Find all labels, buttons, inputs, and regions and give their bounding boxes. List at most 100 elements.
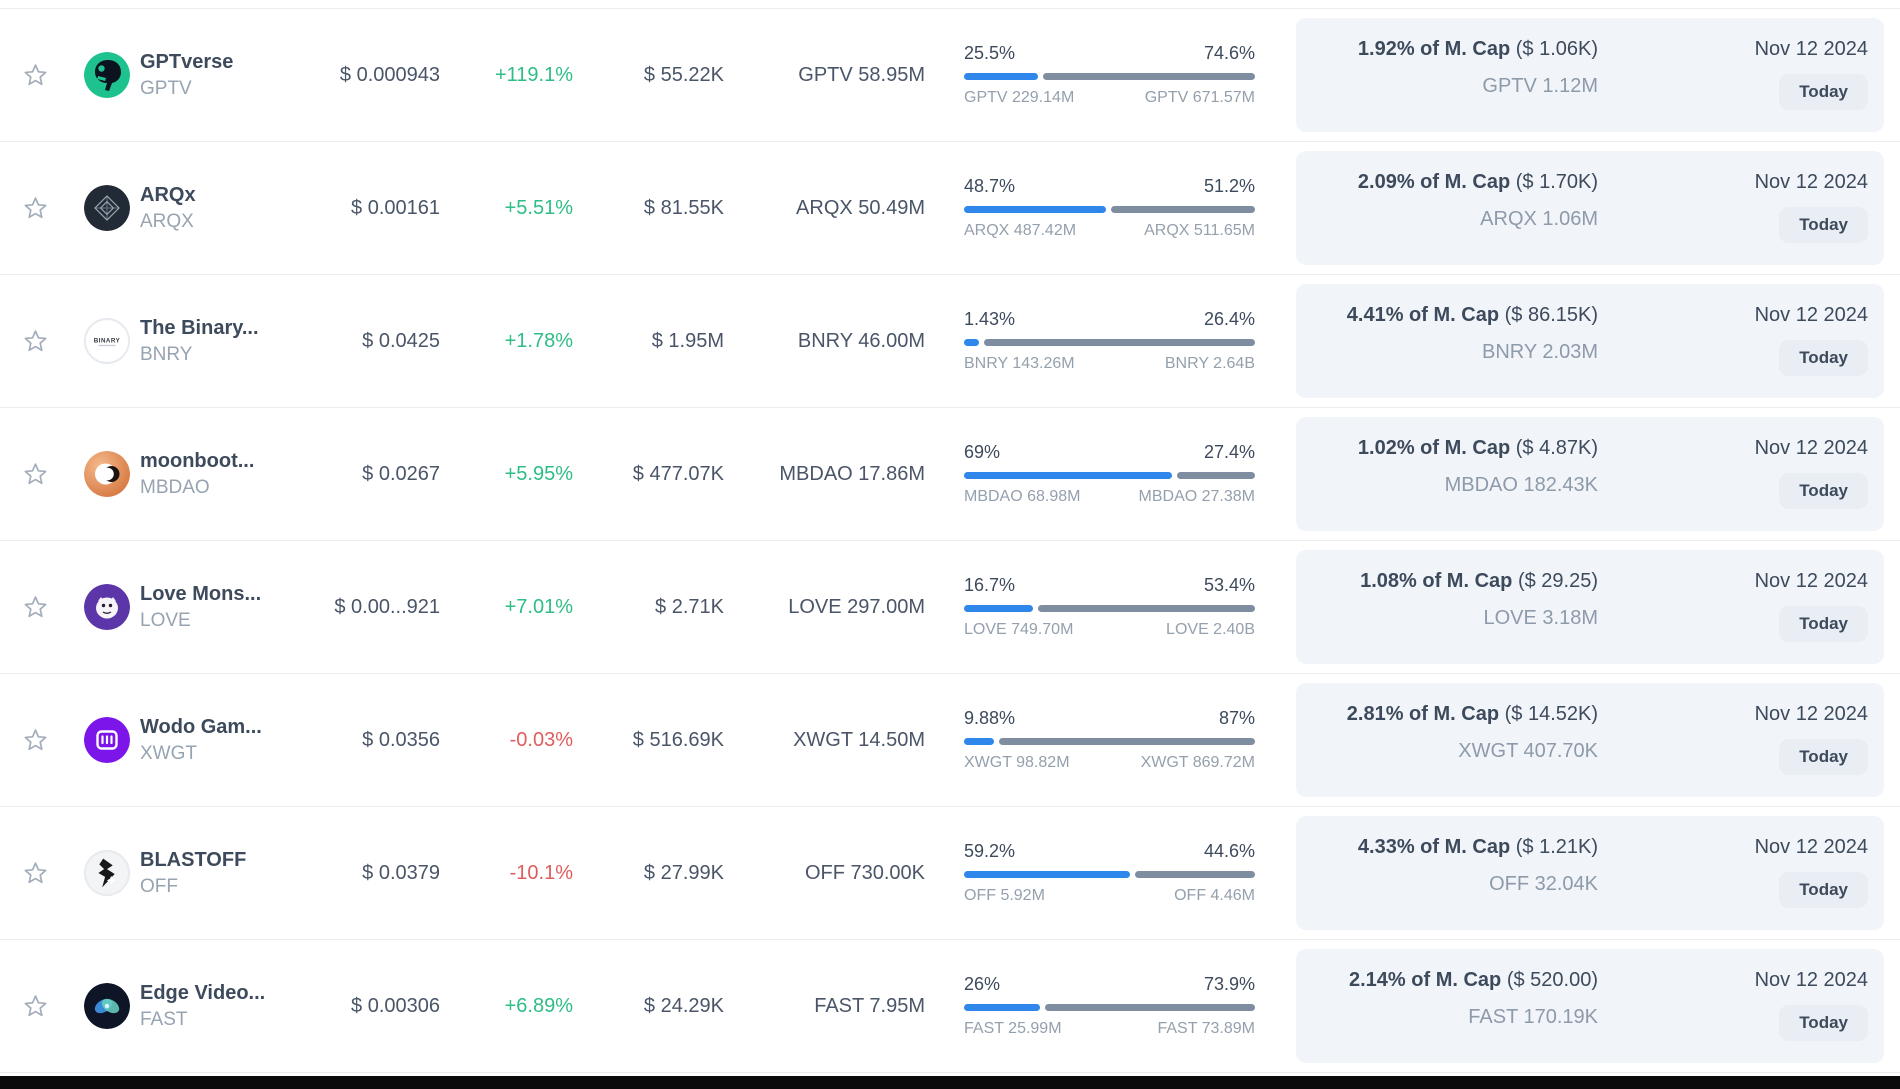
bar-left-segment xyxy=(964,472,1173,479)
table-row[interactable]: Edge Video... FAST $ 0.00306 +6.89% $ 24… xyxy=(0,940,1900,1073)
mcap-token-amount: FAST 170.19K xyxy=(1468,1006,1598,1028)
supply-progress-bar xyxy=(964,73,1255,80)
token-price: $ 0.0267 xyxy=(362,462,440,485)
table-row[interactable]: moonboot... MBDAO $ 0.0267 +5.95% $ 477.… xyxy=(0,408,1900,541)
token-logo-mbdao xyxy=(84,451,130,497)
bar-left-label: BNRY 143.26M xyxy=(964,355,1075,372)
mcap-token-amount: XWGT 407.70K xyxy=(1458,740,1598,762)
supply-bar-block: 16.7% 53.4% LOVE 749.70M LOVE 2.40B xyxy=(964,575,1255,639)
table-row[interactable]: ARQx ARQX $ 0.00161 +5.51% $ 81.55K ARQX… xyxy=(0,142,1900,275)
mcap-panel: 2.09% of M. Cap ($ 1.70K) ARQX 1.06M Nov… xyxy=(1296,151,1884,265)
bar-right-label: MBDAO 27.38M xyxy=(1138,488,1255,505)
token-volume: $ 477.07K xyxy=(632,462,724,485)
bar-right-label: LOVE 2.40B xyxy=(1166,621,1255,638)
token-cell: moonboot... MBDAO xyxy=(70,450,290,499)
bar-left-segment xyxy=(964,73,1039,80)
bar-right-percent: 53.4% xyxy=(1203,575,1255,595)
supply-progress-bar xyxy=(964,339,1255,346)
mcap-usd-value: ($ 29.25) xyxy=(1517,570,1598,592)
token-cell: Love Mons... LOVE xyxy=(70,583,290,632)
supply-bar-block: 59.2% 44.6% OFF 5.92M OFF 4.46M xyxy=(964,841,1255,905)
mcap-usd-value: ($ 86.15K) xyxy=(1504,304,1598,326)
supply-bar-block: 48.7% 51.2% ARQX 487.42M ARQX 511.65M xyxy=(964,176,1255,240)
mcap-line: 4.41% of M. Cap ($ 86.15K) xyxy=(1336,304,1598,327)
token-change-percent: +7.01% xyxy=(504,595,573,618)
mcap-usd-value: ($ 14.52K) xyxy=(1504,703,1598,725)
today-badge: Today xyxy=(1779,74,1868,110)
favorite-star-button[interactable] xyxy=(0,993,70,1020)
table-row[interactable]: GPTverse GPTV $ 0.000943 +119.1% $ 55.22… xyxy=(0,9,1900,142)
svg-text:BINARY: BINARY xyxy=(94,337,121,344)
favorite-star-button[interactable] xyxy=(0,195,70,222)
mcap-panel: 1.08% of M. Cap ($ 29.25) LOVE 3.18M Nov… xyxy=(1296,550,1884,664)
bar-left-segment xyxy=(964,738,994,745)
mcap-token-amount: LOVE 3.18M xyxy=(1483,607,1598,629)
token-cell: ARQx ARQX xyxy=(70,184,290,233)
favorite-star-button[interactable] xyxy=(0,461,70,488)
table-row[interactable]: Love Mons... LOVE $ 0.00...921 +7.01% $ … xyxy=(0,541,1900,674)
table-row[interactable]: BINARY The Binary... BNRY $ 0.0425 +1.78… xyxy=(0,275,1900,408)
token-price: $ 0.00161 xyxy=(351,196,440,219)
star-icon xyxy=(24,63,47,85)
token-table: GPTverse GPTV $ 0.000943 +119.1% $ 55.22… xyxy=(0,8,1900,1073)
favorite-star-button[interactable] xyxy=(0,860,70,887)
bar-left-label: GPTV 229.14M xyxy=(964,89,1075,106)
token-volume-amount: BNRY 46.00M xyxy=(797,329,925,352)
mcap-percent: 2.81% of M. Cap xyxy=(1346,703,1500,725)
bar-left-segment xyxy=(964,339,979,346)
bar-right-label: FAST 73.89M xyxy=(1157,1020,1255,1037)
token-price: $ 0.0425 xyxy=(362,329,440,352)
token-change-percent: +119.1% xyxy=(494,63,573,86)
star-icon xyxy=(24,994,47,1016)
favorite-star-button[interactable] xyxy=(0,594,70,621)
bar-right-segment xyxy=(983,339,1255,346)
mcap-token-amount: MBDAO 182.43K xyxy=(1444,474,1598,496)
table-row[interactable]: BLASTOFF OFF $ 0.0379 -10.1% $ 27.99K OF… xyxy=(0,807,1900,940)
date-label: Nov 12 2024 xyxy=(1754,171,1868,193)
favorite-star-button[interactable] xyxy=(0,727,70,754)
mcap-panel: 4.41% of M. Cap ($ 86.15K) BNRY 2.03M No… xyxy=(1296,284,1884,398)
bar-right-percent: 74.6% xyxy=(1203,43,1255,63)
bar-right-percent: 87% xyxy=(1218,708,1255,728)
date-label: Nov 12 2024 xyxy=(1754,304,1868,326)
today-badge: Today xyxy=(1779,606,1868,642)
mcap-percent: 2.09% of M. Cap xyxy=(1357,171,1511,193)
mcap-line: 2.81% of M. Cap ($ 14.52K) xyxy=(1336,703,1598,726)
token-symbol: GPTV xyxy=(140,77,192,99)
mcap-line: 1.02% of M. Cap ($ 4.87K) xyxy=(1336,437,1598,460)
bar-right-segment xyxy=(1043,73,1255,80)
token-volume-amount: FAST 7.95M xyxy=(814,994,925,1017)
mcap-panel: 4.33% of M. Cap ($ 1.21K) OFF 32.04K Nov… xyxy=(1296,816,1884,930)
bar-right-label: ARQX 511.65M xyxy=(1144,222,1255,239)
token-symbol: MBDAO xyxy=(140,476,210,498)
token-symbol: FAST xyxy=(140,1008,188,1030)
mcap-panel: 2.81% of M. Cap ($ 14.52K) XWGT 407.70K … xyxy=(1296,683,1884,797)
favorite-star-button[interactable] xyxy=(0,328,70,355)
token-volume: $ 516.69K xyxy=(632,728,724,751)
token-change-percent: +5.51% xyxy=(504,196,573,219)
token-cell: Edge Video... FAST xyxy=(70,982,290,1031)
today-badge: Today xyxy=(1779,872,1868,908)
token-logo-gptverse xyxy=(84,52,130,98)
mcap-panel: 1.92% of M. Cap ($ 1.06K) GPTV 1.12M Nov… xyxy=(1296,18,1884,132)
supply-bar-block: 1.43% 26.4% BNRY 143.26M BNRY 2.64B xyxy=(964,309,1255,373)
mcap-panel: 1.02% of M. Cap ($ 4.87K) MBDAO 182.43K … xyxy=(1296,417,1884,531)
bar-left-percent: 59.2% xyxy=(964,841,1016,861)
star-icon xyxy=(24,196,47,218)
bar-left-segment xyxy=(964,206,1106,213)
token-logo-arqx xyxy=(84,185,130,231)
bar-left-label: OFF 5.92M xyxy=(964,887,1045,904)
mcap-percent: 4.41% of M. Cap xyxy=(1346,304,1500,326)
supply-progress-bar xyxy=(964,871,1255,878)
token-volume-amount: LOVE 297.00M xyxy=(788,595,925,618)
table-row[interactable]: Wodo Gam... XWGT $ 0.0356 -0.03% $ 516.6… xyxy=(0,674,1900,807)
favorite-star-button[interactable] xyxy=(0,62,70,89)
token-cell: GPTverse GPTV xyxy=(70,51,290,100)
mcap-percent: 1.08% of M. Cap xyxy=(1360,570,1513,592)
today-badge: Today xyxy=(1779,473,1868,509)
bar-right-segment xyxy=(1134,871,1255,878)
mcap-percent: 4.33% of M. Cap xyxy=(1357,836,1511,858)
token-change-percent: +5.95% xyxy=(504,462,573,485)
bar-right-segment xyxy=(1038,605,1255,612)
bottom-edge-bar xyxy=(0,1076,1900,1089)
